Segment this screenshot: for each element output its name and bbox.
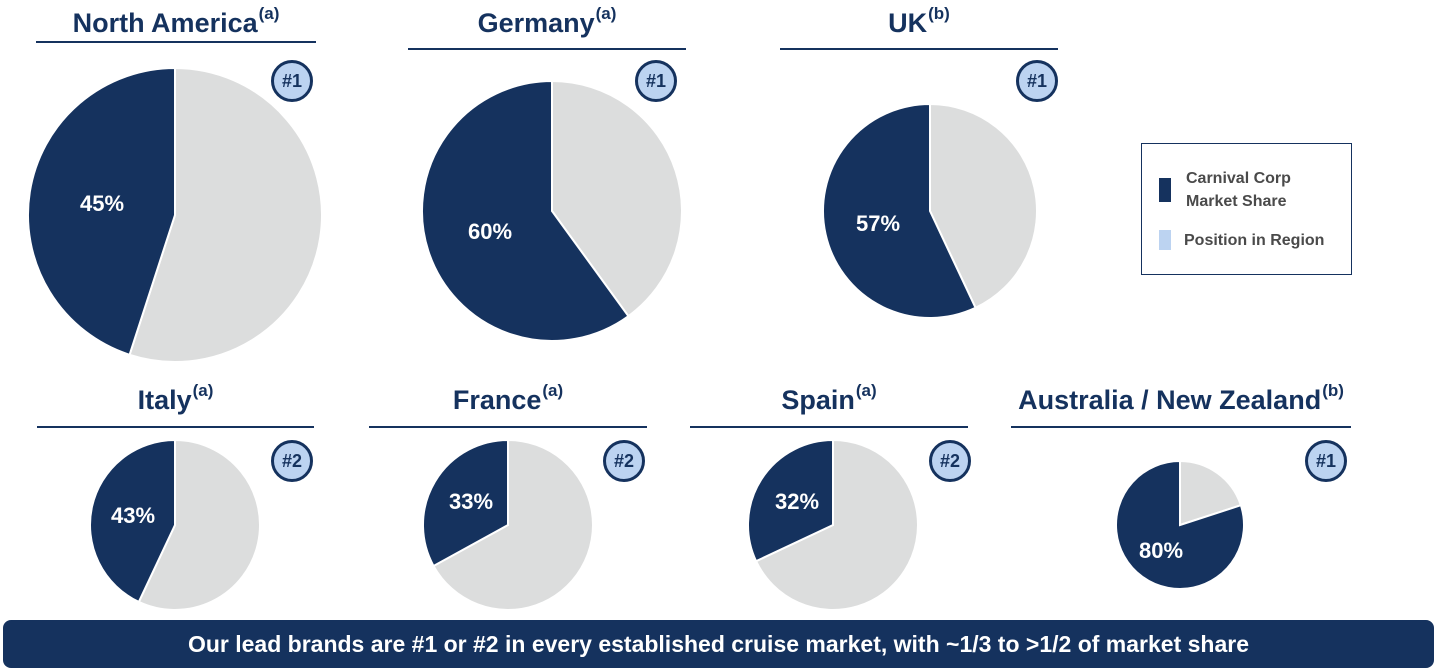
rank-badge-north-america: #1: [271, 60, 313, 102]
pie-share-label: 33%: [449, 489, 493, 514]
region-title-uk: UK(b): [780, 4, 1058, 39]
region-title-spain: Spain(a): [690, 381, 968, 416]
rank-badge-france: #2: [603, 440, 645, 482]
region-name: UK: [888, 8, 928, 38]
pie-slice-other-share: [1179, 459, 1243, 527]
legend: Carnival Corp Market Share Position in R…: [1141, 143, 1352, 275]
rank-badge-spain: #2: [929, 440, 971, 482]
region-title-germany: Germany(a): [408, 4, 686, 39]
pie-share-label: 45%: [80, 191, 124, 216]
legend-label-market-share: Carnival Corp Market Share: [1186, 167, 1291, 213]
pie-chart-germany: 60%: [421, 79, 683, 342]
region-name: Italy: [137, 385, 192, 415]
title-rule-germany: [408, 48, 686, 50]
region-title-australia-new-zealand: Australia / New Zealand(b): [1011, 381, 1351, 416]
footer-text: Our lead brands are #1 or #2 in every es…: [187, 630, 1250, 657]
pie-slice-carnival-share: [27, 66, 176, 357]
pie-slice-carnival-share: [421, 79, 630, 342]
legend-label-market-share-line1: Carnival Corp: [1186, 170, 1291, 187]
pie-chart-uk: 57%: [822, 102, 1038, 319]
title-rule-italy: [37, 426, 314, 428]
pie-slice-carnival-share: [422, 438, 509, 568]
region-title-italy: Italy(a): [37, 381, 314, 416]
region-footnote-marker: (b): [1322, 381, 1344, 400]
pie-slice-other-share: [929, 102, 1038, 310]
region-name: Germany: [477, 8, 595, 38]
region-title-france: France(a): [369, 381, 647, 416]
pie-slice-carnival-share: [89, 438, 176, 604]
pie-slice-carnival-share: [747, 438, 834, 563]
title-rule-north-america: [36, 41, 316, 43]
pie-share-label: 80%: [1139, 538, 1183, 563]
region-footnote-marker: (b): [928, 4, 950, 23]
region-title-north-america: North America(a): [36, 4, 316, 39]
pie-slice-other-share: [137, 438, 261, 611]
pie-share-label: 32%: [775, 489, 819, 514]
pie-slice-other-share: [754, 438, 919, 611]
pie-share-label: 60%: [468, 219, 512, 244]
legend-swatch-position: [1159, 230, 1171, 250]
title-rule-australia-new-zealand: [1011, 426, 1351, 428]
legend-swatch-market-share: [1159, 178, 1171, 202]
title-rule-uk: [780, 48, 1058, 50]
region-footnote-marker: (a): [542, 381, 564, 400]
legend-label-market-share-line2: Market Share: [1186, 193, 1287, 210]
region-footnote-marker: (a): [595, 4, 617, 23]
pie-chart-australia-new-zealand: 80%: [1115, 459, 1246, 590]
title-rule-france: [369, 426, 647, 428]
rank-badge-australia-new-zealand: #1: [1305, 440, 1347, 482]
pie-slice-carnival-share: [822, 102, 977, 319]
legend-label-position: Position in Region: [1184, 232, 1325, 249]
region-name: Australia / New Zealand: [1018, 385, 1322, 415]
title-rule-spain: [690, 426, 968, 428]
pie-slice-carnival-share: [1115, 459, 1246, 590]
pie-share-label: 43%: [111, 503, 155, 528]
rank-badge-uk: #1: [1016, 60, 1058, 102]
pie-chart-france: 33%: [422, 438, 594, 611]
pie-chart-north-america: 45%: [27, 66, 323, 363]
pie-slice-other-share: [432, 438, 594, 611]
rank-badge-italy: #2: [271, 440, 313, 482]
region-footnote-marker: (a): [192, 381, 214, 400]
footer-banner: Our lead brands are #1 or #2 in every es…: [3, 620, 1434, 668]
pie-share-label: 57%: [856, 211, 900, 236]
region-name: Spain: [781, 385, 855, 415]
region-footnote-marker: (a): [258, 4, 280, 23]
pie-slice-other-share: [551, 79, 683, 318]
pie-chart-italy: 43%: [89, 438, 261, 611]
region-footnote-marker: (a): [855, 381, 877, 400]
rank-badge-germany: #1: [635, 60, 677, 102]
pie-chart-spain: 32%: [747, 438, 919, 611]
region-name: France: [452, 385, 542, 415]
region-name: North America: [72, 8, 258, 38]
pie-slice-other-share: [128, 66, 323, 363]
